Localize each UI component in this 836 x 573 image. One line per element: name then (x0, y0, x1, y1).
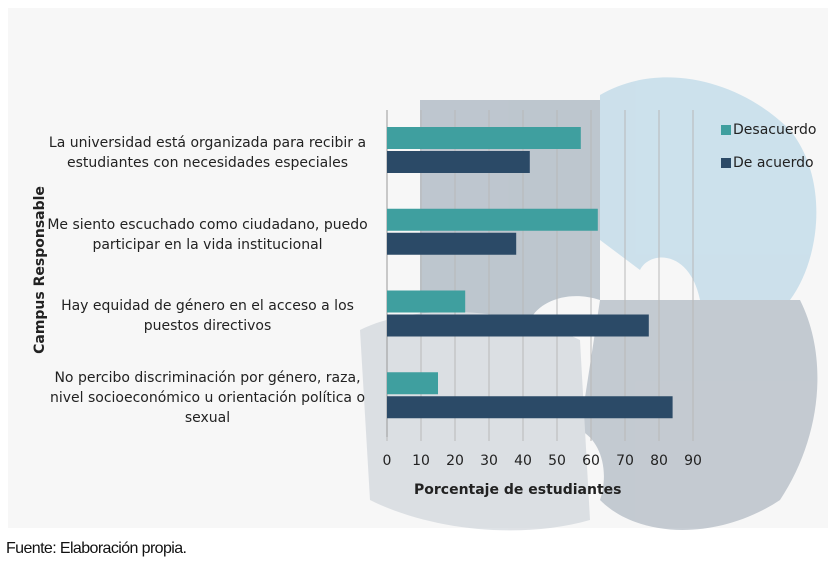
x-tick-label: 40 (514, 453, 532, 469)
x-tick-label: 60 (582, 453, 600, 469)
background-shape (580, 300, 818, 530)
bar (387, 208, 598, 231)
bar (387, 232, 517, 255)
bar (387, 290, 466, 313)
x-tick-label: 80 (650, 453, 668, 469)
x-tick-label: 10 (412, 453, 430, 469)
legend-swatch (721, 158, 731, 168)
x-tick-label: 20 (446, 453, 464, 469)
background-shape (600, 77, 817, 300)
x-axis-title: Porcentaje de estudiantes (414, 482, 621, 498)
y-tick-label: No percibo discriminación por género, ra… (49, 370, 366, 427)
bar (387, 127, 581, 149)
background-shape (360, 311, 590, 531)
bar (387, 151, 530, 173)
y-axis-title: Campus Responsable (32, 186, 48, 354)
y-tick-label: Me siento escuchado como ciudadano, pued… (47, 216, 368, 253)
bar (387, 372, 438, 395)
x-tick-label: 30 (480, 453, 498, 469)
bar (387, 396, 673, 419)
x-tick-label: 90 (684, 453, 702, 469)
source-note: Fuente: Elaboración propia. (6, 540, 187, 557)
bar (387, 314, 649, 337)
y-tick-label: Hay equidad de género en el acceso a los… (61, 298, 354, 335)
legend-swatch (721, 125, 731, 135)
x-tick-label: 0 (383, 453, 392, 469)
legend-label: Desacuerdo (733, 122, 816, 138)
x-tick-label: 70 (616, 453, 634, 469)
y-tick-label: La universidad está organizada para reci… (48, 134, 367, 171)
x-tick-label: 50 (548, 453, 566, 469)
legend-label: De acuerdo (733, 155, 814, 171)
